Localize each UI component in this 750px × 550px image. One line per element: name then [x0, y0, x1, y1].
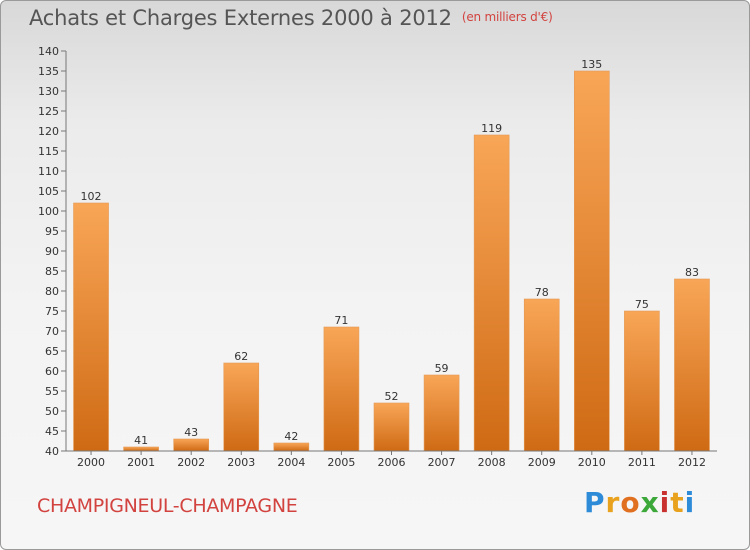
y-tick-label: 100: [38, 205, 59, 218]
x-tick-label-2000: 2000: [77, 456, 105, 469]
y-tick-label: 65: [45, 345, 59, 358]
x-tick-label-2012: 2012: [678, 456, 706, 469]
y-tick-label: 115: [38, 145, 59, 158]
data-label-2012: 83: [685, 266, 699, 279]
y-tick-label: 95: [45, 225, 59, 238]
y-tick-label: 120: [38, 125, 59, 138]
bar-2005: [323, 326, 360, 452]
chart-title: Achats et Charges Externes 2000 à 2012 (e…: [29, 6, 553, 30]
bars: 102 41 43 62 42 71 52 59 119 78 135 75 83: [73, 58, 710, 452]
x-tick-label-2002: 2002: [177, 456, 205, 469]
y-tick-label: 40: [45, 445, 59, 458]
title-text: Achats et Charges Externes 2000 à 2012: [29, 6, 452, 30]
unit-label: (en milliers d'€): [461, 10, 553, 24]
x-tick-label-2005: 2005: [327, 456, 355, 469]
x-tick-label-2010: 2010: [578, 456, 606, 469]
bar-2007: [423, 374, 460, 452]
bar-2003: [223, 362, 260, 452]
y-tick-label: 55: [45, 385, 59, 398]
x-axis: 2000 2001 2002 2003 2004 2005 2006 2007 2008 2009…: [66, 450, 717, 469]
bar-2006: [373, 402, 410, 452]
logo-letter: r: [605, 486, 621, 519]
data-label-2004: 42: [284, 430, 298, 443]
data-label-2006: 52: [385, 390, 399, 403]
logo-letter: i: [659, 486, 671, 519]
data-label-2008: 119: [481, 122, 502, 135]
logo-letter: P: [584, 486, 606, 519]
y-tick-label: 60: [45, 365, 59, 378]
bar-2009: [523, 298, 560, 452]
data-label-2009: 78: [535, 286, 549, 299]
data-label-2005: 71: [334, 314, 348, 327]
x-tick-label-2006: 2006: [378, 456, 406, 469]
y-tick-label: 135: [38, 65, 59, 78]
x-tick-label-2004: 2004: [277, 456, 305, 469]
y-tick-label: 110: [38, 165, 59, 178]
proxiti-logo: Proxiti: [584, 486, 695, 519]
y-tick-label: 50: [45, 405, 59, 418]
data-label-2011: 75: [635, 298, 649, 311]
y-tick-label: 45: [45, 425, 59, 438]
bar-2012: [674, 278, 710, 452]
bar-2002: [173, 438, 209, 452]
logo-letter: o: [620, 486, 641, 519]
logo-letter: t: [670, 486, 685, 519]
bar-2010: [574, 70, 610, 452]
data-label-2010: 135: [581, 58, 602, 71]
data-label-2002: 43: [184, 426, 198, 439]
y-tick-label: 80: [45, 285, 59, 298]
data-label-2001: 41: [134, 434, 148, 447]
x-tick-label-2003: 2003: [227, 456, 255, 469]
y-tick-label: 70: [45, 325, 59, 338]
x-tick-label-2011: 2011: [628, 456, 656, 469]
y-tick-label: 140: [38, 45, 59, 58]
bar-2001: [123, 446, 159, 452]
y-tick-label: 90: [45, 245, 59, 258]
y-tick-label: 130: [38, 85, 59, 98]
bar-2004: [273, 442, 310, 452]
x-tick-label-2007: 2007: [428, 456, 456, 469]
y-tick-label: 85: [45, 265, 59, 278]
x-tick-label-2009: 2009: [528, 456, 556, 469]
place-name: CHAMPIGNEUL-CHAMPAGNE: [37, 495, 298, 517]
y-axis: 40 45 50 55 60 65 70 75 80 85 90 95 100 105 110 115 120 1…: [38, 45, 67, 458]
bar-2000: [73, 202, 109, 452]
y-tick-label: 105: [38, 185, 59, 198]
x-tick-label-2001: 2001: [127, 456, 155, 469]
data-label-2000: 102: [81, 190, 102, 203]
logo-letter: x: [640, 486, 660, 519]
y-tick-label: 75: [45, 305, 59, 318]
data-label-2003: 62: [234, 350, 248, 363]
y-tick-label: 125: [38, 105, 59, 118]
data-label-2007: 59: [435, 362, 449, 375]
logo-letter: i: [684, 486, 696, 519]
x-tick-label-2008: 2008: [478, 456, 506, 469]
bar-2011: [624, 310, 660, 452]
bar-2008: [473, 134, 510, 452]
